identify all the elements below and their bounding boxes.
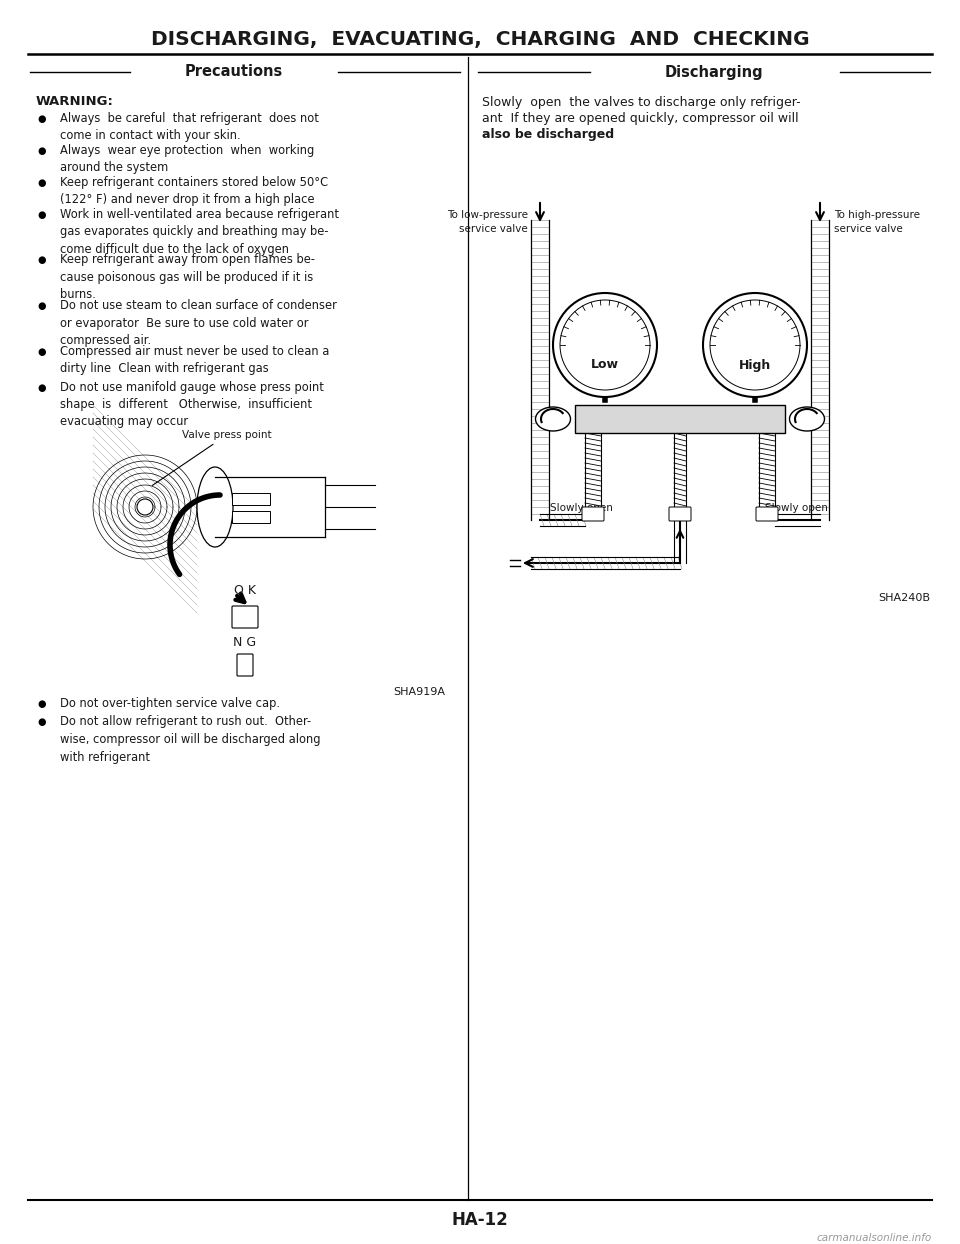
Text: HA-12: HA-12 <box>451 1210 509 1229</box>
Text: Discharging: Discharging <box>664 65 763 80</box>
Circle shape <box>703 294 807 397</box>
Text: ●: ● <box>37 382 46 393</box>
Text: Precautions: Precautions <box>185 65 283 80</box>
Text: Always  be careful  that refrigerant  does not
come in contact with your skin.: Always be careful that refrigerant does … <box>60 112 319 143</box>
Text: ●: ● <box>37 146 46 156</box>
Text: ●: ● <box>37 255 46 265</box>
Text: Valve press point: Valve press point <box>153 430 272 485</box>
Text: Slowly open: Slowly open <box>550 503 612 513</box>
Bar <box>232 511 270 522</box>
Text: ●: ● <box>37 347 46 357</box>
Text: SHA919A: SHA919A <box>393 687 445 697</box>
Text: Slowly open: Slowly open <box>765 503 828 513</box>
Text: Keep refrigerant away from open flames be-
cause poisonous gas will be produced : Keep refrigerant away from open flames b… <box>60 254 315 301</box>
Text: ●: ● <box>37 699 46 709</box>
Text: Low: Low <box>591 358 619 372</box>
FancyBboxPatch shape <box>232 606 258 628</box>
Circle shape <box>137 499 153 515</box>
Circle shape <box>560 300 650 391</box>
FancyBboxPatch shape <box>237 654 253 675</box>
Ellipse shape <box>197 466 233 547</box>
Text: service valve: service valve <box>834 224 902 234</box>
Text: Do not over-tighten service valve cap.: Do not over-tighten service valve cap. <box>60 697 280 710</box>
Text: To low-pressure: To low-pressure <box>447 210 528 220</box>
Text: ●: ● <box>37 210 46 220</box>
Text: O K: O K <box>234 583 256 597</box>
Text: service valve: service valve <box>459 224 528 234</box>
Text: ●: ● <box>37 178 46 188</box>
Text: Always  wear eye protection  when  working
around the system: Always wear eye protection when working … <box>60 144 314 174</box>
Text: ●: ● <box>37 718 46 728</box>
Text: SHA240B: SHA240B <box>878 593 930 603</box>
Text: N G: N G <box>233 636 256 649</box>
Text: High: High <box>739 358 771 372</box>
Text: WARNING:: WARNING: <box>36 95 114 108</box>
Bar <box>232 493 270 505</box>
Text: ant  If they are opened quickly, compressor oil will: ant If they are opened quickly, compress… <box>482 112 799 124</box>
FancyBboxPatch shape <box>582 508 604 521</box>
Text: Keep refrigerant containers stored below 50°C
(122° F) and never drop it from a : Keep refrigerant containers stored below… <box>60 175 328 207</box>
FancyBboxPatch shape <box>756 508 778 521</box>
Text: also be discharged: also be discharged <box>482 128 614 141</box>
Text: Work in well-ventilated area because refrigerant
gas evaporates quickly and brea: Work in well-ventilated area because ref… <box>60 208 339 256</box>
Text: Compressed air must never be used to clean a
dirty line  Clean with refrigerant : Compressed air must never be used to cle… <box>60 345 329 374</box>
Ellipse shape <box>536 407 570 430</box>
Text: ●: ● <box>37 114 46 124</box>
Ellipse shape <box>789 407 825 430</box>
Text: To high-pressure: To high-pressure <box>834 210 920 220</box>
Text: ●: ● <box>37 301 46 311</box>
Circle shape <box>553 294 657 397</box>
Text: Do not allow refrigerant to rush out.  Other-
wise, compressor oil will be disch: Do not allow refrigerant to rush out. Ot… <box>60 715 321 764</box>
Circle shape <box>710 300 800 391</box>
Text: Do not use steam to clean surface of condenser
or evaporator  Be sure to use col: Do not use steam to clean surface of con… <box>60 299 337 347</box>
Text: carmanualsonline.info: carmanualsonline.info <box>817 1233 932 1243</box>
FancyBboxPatch shape <box>669 508 691 521</box>
Text: Do not use manifold gauge whose press point
shape  is  different   Otherwise,  i: Do not use manifold gauge whose press po… <box>60 381 324 428</box>
Text: Slowly  open  the valves to discharge only refriger-: Slowly open the valves to discharge only… <box>482 96 801 109</box>
Bar <box>575 406 785 433</box>
Text: DISCHARGING,  EVACUATING,  CHARGING  AND  CHECKING: DISCHARGING, EVACUATING, CHARGING AND CH… <box>151 31 809 50</box>
